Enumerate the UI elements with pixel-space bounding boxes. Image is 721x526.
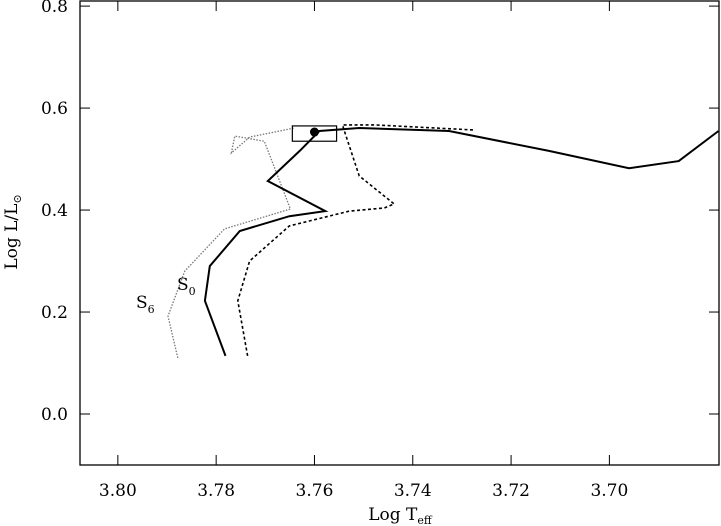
y-tick-label: 0.0: [41, 405, 68, 425]
series-label: S6: [136, 293, 155, 316]
series-label-sub: 0: [189, 285, 196, 298]
y-axis-label: Log L/L⊙: [2, 194, 24, 269]
y-tick-label: 0.4: [41, 201, 68, 221]
series-label: S0: [177, 275, 196, 298]
series-line: [167, 127, 295, 359]
plot-frame: [79, 0, 720, 466]
x-tick-label: 3.72: [492, 481, 530, 501]
y-tick-label: 0.8: [41, 0, 68, 17]
highlight-box: [291, 125, 338, 142]
x-tick-label: 3.78: [197, 481, 235, 501]
x-tick-label: 3.70: [590, 481, 628, 501]
x-tick-label: 3.80: [99, 481, 137, 501]
x-label-sub: eff: [417, 514, 433, 526]
y-label-main: Log L/L: [2, 204, 22, 270]
series-line: [236, 124, 475, 357]
x-tick-label: 3.74: [394, 481, 432, 501]
marker: [309, 127, 319, 137]
x-label-main: Log T: [368, 505, 418, 525]
series-label-main: S: [177, 275, 189, 295]
x-tick-label: 3.76: [296, 481, 334, 501]
x-axis-label: Log Teff: [368, 505, 433, 526]
y-tick-label: 0.2: [41, 303, 68, 323]
y-tick-label: 0.6: [41, 99, 68, 119]
series-label-main: S: [136, 293, 148, 313]
y-label-sub: ⊙: [11, 194, 24, 203]
series-label-sub: 6: [148, 303, 155, 316]
series-line: [203, 126, 720, 357]
